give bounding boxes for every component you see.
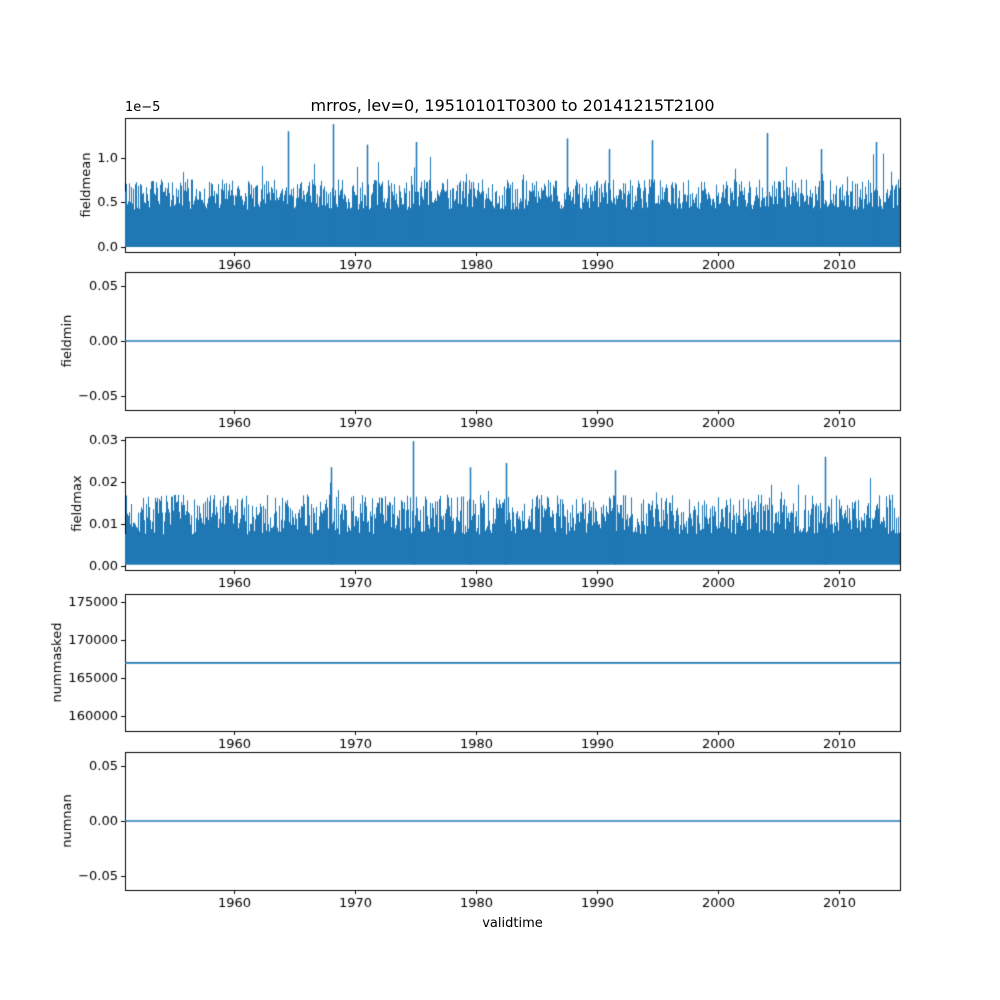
x-axis-label: validtime [482, 916, 543, 931]
subplot-fieldmean [0, 108, 1000, 276]
subplot-fieldmin [0, 262, 1000, 434]
subplot-numnan [0, 742, 1000, 914]
subplot-fieldmax [0, 427, 1000, 594]
subplot-nummasked [0, 584, 1000, 755]
